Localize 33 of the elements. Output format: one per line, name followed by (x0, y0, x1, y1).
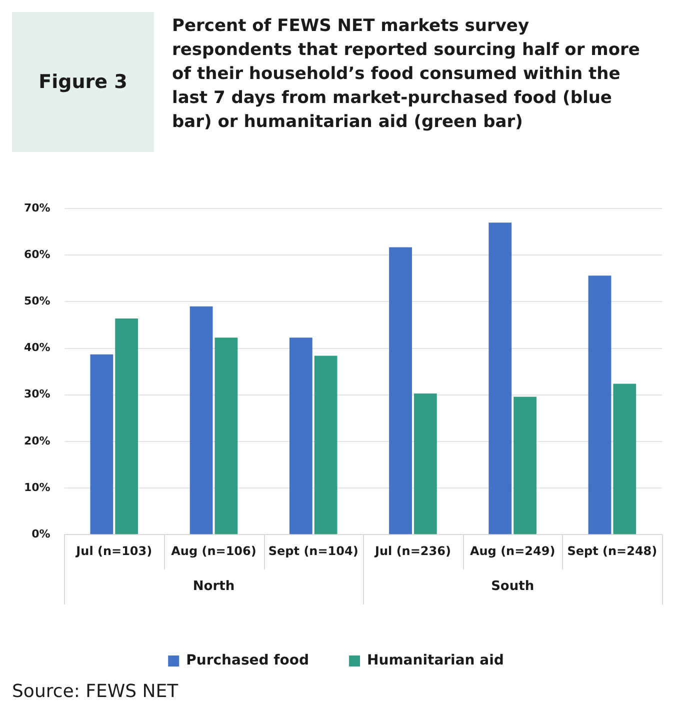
x-tick-label: Sept (n=104) (268, 544, 358, 558)
x-tick-label: Sept (n=248) (567, 544, 658, 558)
y-tick-label: 0% (32, 527, 50, 540)
bar (214, 338, 238, 534)
caption: Figure 3 (12, 12, 154, 152)
y-tick-label: 20% (24, 434, 50, 448)
bar (488, 222, 512, 534)
legend-label: Purchased food (186, 652, 310, 669)
text: South (491, 578, 534, 594)
bar (115, 318, 138, 534)
bar (414, 393, 437, 534)
y-tick-label: 70% (24, 201, 50, 214)
x-tick-label: Aug (n=106) (171, 544, 256, 558)
bar (90, 354, 114, 534)
text: North (192, 578, 235, 594)
bar (514, 396, 536, 534)
bar (588, 276, 612, 534)
chart-title: Percent of FEWS NET markets survey respondents that reported sourcing half or more of their household’s food consumed within the last 7 days from market-purchased food (blue bar) or humanitarian aid (green bar) (172, 15, 641, 134)
bar (389, 247, 412, 534)
y-tick-label: 40% (24, 341, 50, 354)
legend-label: Humanitarian aid (367, 652, 504, 669)
bar (314, 356, 338, 534)
y-tick-label: 50% (24, 294, 50, 308)
bar (613, 384, 636, 534)
x-tick-label: Jul (n=236) (374, 544, 451, 558)
bar (289, 338, 312, 534)
y-tick-label: 60% (24, 248, 50, 262)
y-tick-label: 10% (24, 480, 50, 494)
y-tick-label: 30% (24, 388, 50, 401)
source-note: Source: FEWS NET (12, 681, 178, 702)
x-tick-label: Aug (n=249) (470, 544, 556, 558)
bar (190, 306, 213, 534)
x-tick-label: Jul (n=103) (75, 544, 152, 558)
